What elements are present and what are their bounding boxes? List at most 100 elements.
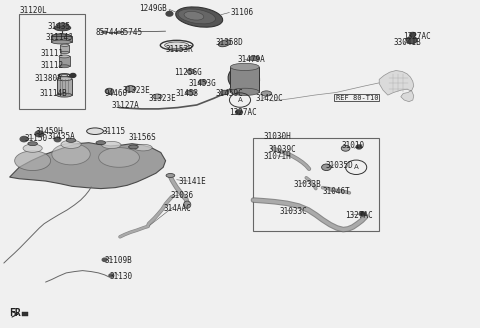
Ellipse shape	[14, 151, 51, 171]
Circle shape	[360, 213, 364, 215]
Ellipse shape	[407, 36, 417, 44]
Ellipse shape	[341, 145, 350, 151]
Ellipse shape	[178, 9, 216, 24]
Ellipse shape	[66, 138, 76, 142]
Circle shape	[410, 32, 416, 36]
Ellipse shape	[228, 66, 260, 92]
Ellipse shape	[60, 44, 69, 47]
Text: 31435A: 31435A	[47, 132, 75, 141]
Ellipse shape	[59, 65, 70, 68]
Ellipse shape	[218, 40, 231, 47]
Ellipse shape	[230, 88, 259, 95]
Text: A: A	[354, 164, 359, 170]
Ellipse shape	[117, 31, 121, 33]
Ellipse shape	[61, 140, 81, 148]
Circle shape	[109, 274, 114, 277]
Ellipse shape	[186, 90, 196, 95]
Ellipse shape	[198, 80, 207, 84]
Ellipse shape	[165, 42, 189, 49]
Text: 31459C: 31459C	[216, 89, 244, 98]
Text: 31141E: 31141E	[179, 176, 206, 186]
Bar	[253, 138, 379, 231]
Bar	[230, 67, 259, 92]
Text: 31112: 31112	[41, 61, 64, 70]
Ellipse shape	[102, 141, 121, 149]
Text: 31030H: 31030H	[263, 132, 291, 141]
Text: 85745: 85745	[119, 28, 142, 37]
Text: 31323E: 31323E	[149, 94, 177, 103]
Text: 31039C: 31039C	[269, 145, 297, 154]
Text: 31453G: 31453G	[188, 79, 216, 88]
Ellipse shape	[57, 23, 69, 26]
Ellipse shape	[28, 142, 37, 146]
Ellipse shape	[96, 141, 106, 145]
Text: FR: FR	[9, 308, 20, 318]
Text: 31033B: 31033B	[294, 180, 322, 189]
Text: 31046T: 31046T	[323, 187, 350, 196]
Circle shape	[20, 136, 28, 142]
Polygon shape	[10, 143, 166, 189]
Text: 31109B: 31109B	[105, 256, 132, 265]
Circle shape	[166, 11, 173, 16]
Bar	[51, 36, 72, 42]
Ellipse shape	[187, 69, 195, 74]
Ellipse shape	[105, 88, 114, 94]
Ellipse shape	[59, 55, 70, 58]
Circle shape	[236, 110, 242, 114]
Text: 31459H: 31459H	[36, 127, 64, 136]
Bar	[59, 56, 70, 66]
Ellipse shape	[54, 25, 71, 31]
Text: A: A	[238, 97, 242, 103]
Ellipse shape	[129, 145, 138, 149]
Text: 33041B: 33041B	[394, 38, 421, 47]
Text: 94460: 94460	[105, 89, 128, 98]
Bar	[60, 45, 69, 52]
Text: 31035D: 31035D	[325, 161, 353, 170]
Text: REF 80-T10: REF 80-T10	[336, 95, 379, 101]
Polygon shape	[379, 71, 414, 102]
Ellipse shape	[230, 63, 259, 71]
Ellipse shape	[52, 144, 90, 165]
Ellipse shape	[134, 144, 152, 151]
Text: 31323E: 31323E	[122, 86, 150, 95]
Text: 31435: 31435	[48, 22, 71, 31]
Text: 31115: 31115	[102, 127, 125, 136]
Circle shape	[356, 145, 362, 149]
Text: 1249GB: 1249GB	[139, 4, 167, 13]
Ellipse shape	[322, 164, 331, 171]
Text: 31150: 31150	[25, 134, 48, 143]
Text: 31071H: 31071H	[263, 152, 291, 161]
Text: 31380A: 31380A	[35, 73, 62, 83]
Text: 31114B: 31114B	[39, 89, 67, 98]
Ellipse shape	[359, 212, 366, 216]
Text: 1327AC: 1327AC	[229, 108, 257, 117]
Text: 1125GG: 1125GG	[174, 68, 202, 77]
Text: 1327AC: 1327AC	[403, 32, 431, 41]
Ellipse shape	[61, 74, 68, 76]
Ellipse shape	[98, 148, 139, 167]
Ellipse shape	[176, 7, 223, 27]
Ellipse shape	[51, 40, 72, 44]
Text: 31120L: 31120L	[19, 6, 47, 15]
Ellipse shape	[57, 77, 72, 81]
Circle shape	[70, 73, 76, 77]
Text: 31420C: 31420C	[255, 94, 283, 103]
Text: 31479A: 31479A	[238, 55, 265, 64]
Text: 31033C: 31033C	[279, 207, 307, 216]
Ellipse shape	[125, 86, 136, 92]
Ellipse shape	[249, 56, 260, 61]
Ellipse shape	[51, 34, 72, 40]
Circle shape	[102, 258, 107, 261]
Text: 31130: 31130	[109, 272, 132, 281]
Ellipse shape	[166, 174, 175, 177]
Ellipse shape	[102, 31, 108, 33]
Ellipse shape	[184, 11, 204, 20]
Text: 31358D: 31358D	[215, 38, 243, 47]
Ellipse shape	[60, 51, 69, 54]
Ellipse shape	[184, 201, 191, 208]
Ellipse shape	[261, 91, 272, 96]
Text: 85744: 85744	[96, 28, 119, 37]
Text: 31010: 31010	[342, 141, 365, 151]
Text: 31127A: 31127A	[111, 101, 139, 110]
Ellipse shape	[220, 90, 229, 95]
